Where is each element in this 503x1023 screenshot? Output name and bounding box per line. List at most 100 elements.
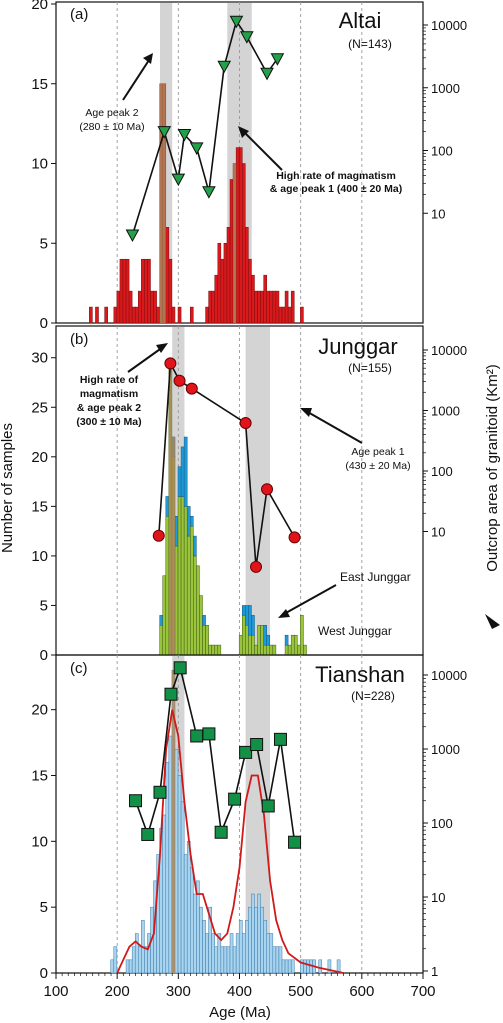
peak-bar xyxy=(171,437,175,655)
x-tick-label: 600 xyxy=(349,983,374,1000)
peak-bar xyxy=(171,670,175,973)
histogram-bars xyxy=(110,669,341,974)
square-marker xyxy=(164,687,178,701)
histogram-bar xyxy=(125,959,130,974)
histogram-bar xyxy=(128,290,133,324)
y-tick-label: 20 xyxy=(31,702,48,719)
square-marker xyxy=(228,792,242,806)
histogram-bar xyxy=(275,290,280,324)
right-tick-label: 1 xyxy=(431,964,438,979)
histogram-bar xyxy=(287,306,292,324)
histogram-bar xyxy=(263,920,267,974)
histogram-bar xyxy=(202,920,206,974)
bar-west-junggar xyxy=(211,644,215,656)
legend-label: West Junggar xyxy=(318,624,392,638)
bar-west-junggar xyxy=(287,644,292,656)
histogram-bar xyxy=(220,258,225,324)
triangle-marker xyxy=(239,31,254,44)
histogram-bar xyxy=(180,801,185,974)
circle-marker xyxy=(250,560,263,573)
histogram-bar xyxy=(220,946,225,974)
histogram-bar xyxy=(287,959,292,974)
histogram-bar xyxy=(281,959,286,974)
histogram-bar xyxy=(336,959,341,974)
histogram-bar xyxy=(245,920,249,974)
y-tick-label: 25 xyxy=(31,399,48,416)
histogram-bar xyxy=(238,920,243,974)
annotation-line: Age peak 1 xyxy=(351,446,404,458)
right-axis-ticks: 10000 1000 100 10 xyxy=(423,343,467,540)
bar-west-junggar xyxy=(196,565,200,656)
annotation-age-peak-1: High rate of magmatism & age peak 1 (400… xyxy=(238,126,402,195)
bar-west-junggar xyxy=(242,615,246,656)
histogram-bar xyxy=(144,258,148,324)
histogram-bar xyxy=(266,290,271,324)
right-tick-label: 100 xyxy=(431,816,453,831)
legend-arrow xyxy=(283,584,337,615)
histogram-bar xyxy=(134,306,139,324)
panel-tag: (a) xyxy=(70,6,88,23)
histogram-bar xyxy=(190,306,194,324)
y-tick-label: 10 xyxy=(31,833,48,850)
right-axis-ticks: 10000 1000 100 10 1 xyxy=(423,668,467,979)
bar-west-junggar xyxy=(272,644,277,656)
y-tick-label: 20 xyxy=(31,449,48,466)
histogram-bar xyxy=(232,946,237,974)
histogram-bar xyxy=(300,306,304,324)
histogram-bar xyxy=(110,959,115,974)
bar-east-junggar xyxy=(266,634,271,646)
bar-west-junggar xyxy=(257,625,261,656)
histogram-bar xyxy=(223,243,228,324)
x-tick-label: 400 xyxy=(227,983,252,1000)
histogram-bar xyxy=(254,290,258,324)
bar-west-junggar xyxy=(186,535,191,656)
square-marker xyxy=(214,825,228,839)
triangle-marker xyxy=(189,142,204,155)
bar-west-junggar xyxy=(190,525,194,656)
arrow-head-icon xyxy=(238,126,249,138)
histogram-bar xyxy=(278,306,283,324)
histogram-bar xyxy=(162,814,167,974)
triangle-marker xyxy=(157,126,172,139)
arrow-head-icon xyxy=(485,614,500,629)
bar-west-junggar xyxy=(180,496,185,656)
y-axis-ticks: 0 5 10 15 20 xyxy=(31,0,56,332)
right-tick-label: 10 xyxy=(431,206,445,221)
histogram-bar xyxy=(242,933,246,974)
histogram-bar xyxy=(251,274,255,324)
density-curve xyxy=(116,709,344,974)
histogram-bar xyxy=(254,906,258,974)
circle-marker xyxy=(261,483,274,496)
histogram-bar xyxy=(177,775,182,974)
histogram-bar xyxy=(223,946,228,974)
square-marker xyxy=(153,785,167,799)
circle-marker xyxy=(239,417,252,430)
circle-marker xyxy=(164,357,177,370)
outcrop-area-line xyxy=(134,664,296,843)
histogram-bar xyxy=(174,748,179,974)
square-marker xyxy=(261,799,275,813)
bar-east-junggar xyxy=(284,634,289,646)
annotation-line: (280 ± 10 Ma) xyxy=(79,121,144,133)
y-tick-label: 10 xyxy=(31,548,48,565)
histogram-bar xyxy=(177,306,182,324)
histogram-bar xyxy=(248,906,252,974)
histogram-bar xyxy=(242,163,246,324)
histogram-bar xyxy=(306,959,310,974)
histogram-bar xyxy=(318,959,323,974)
y-tick-label: 0 xyxy=(40,315,48,332)
y-axis-label-left: Number of samples xyxy=(0,423,16,553)
histogram-bar xyxy=(165,227,170,324)
histogram-bar xyxy=(144,946,148,974)
histogram-bar xyxy=(138,946,142,974)
bar-west-junggar xyxy=(165,516,170,656)
histogram-bar xyxy=(186,841,191,974)
bar-west-junggar xyxy=(248,634,252,656)
square-marker xyxy=(273,732,287,746)
histogram-bar xyxy=(266,933,271,974)
histogram-bar xyxy=(125,258,130,324)
square-marker xyxy=(190,729,204,743)
bar-west-junggar xyxy=(162,575,167,656)
